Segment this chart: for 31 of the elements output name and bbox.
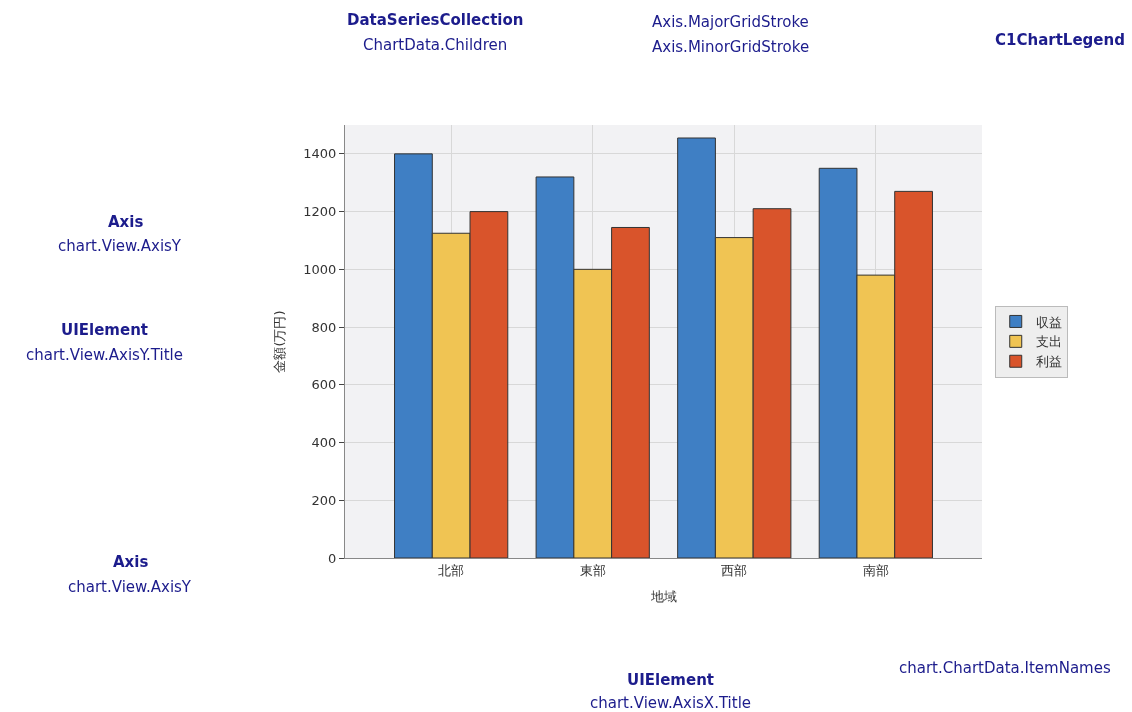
text: UIElement xyxy=(61,321,148,339)
y-tick-label: 400 xyxy=(311,435,337,451)
legend-label: 支出 xyxy=(1035,334,1062,350)
text: Axis.MinorGridStroke xyxy=(652,38,810,56)
text: DataSeriesCollection xyxy=(347,11,524,29)
y-tick-label: 1000 xyxy=(303,261,337,277)
text: ChartData.Children xyxy=(363,36,508,54)
text: UIElement xyxy=(627,671,714,689)
text: C1ChartLegend xyxy=(995,31,1125,49)
x-tick-label: 南部 xyxy=(862,562,889,578)
x-tick-label: 北部 xyxy=(438,562,465,578)
x-axis-title: 地域 xyxy=(649,589,677,605)
x-tick-label: 東部 xyxy=(579,562,606,578)
text: chart.View.AxisY xyxy=(68,578,192,596)
y-tick-label: 200 xyxy=(311,492,337,508)
y-tick-label: 1400 xyxy=(303,146,337,162)
legend-label: 収益 xyxy=(1035,314,1062,330)
legend-label: 利益 xyxy=(1035,354,1062,370)
text: Axis.MajorGridStroke xyxy=(652,13,809,31)
y-tick-label: 600 xyxy=(311,377,337,393)
text: Axis xyxy=(113,553,149,571)
x-tick-label: 西部 xyxy=(721,562,748,578)
text: chart.View.AxisY.Title xyxy=(26,346,183,364)
text: Axis xyxy=(108,213,144,231)
y-tick-label: 800 xyxy=(311,319,337,335)
text: chart.View.AxisY xyxy=(58,237,182,255)
text: chart.ChartData.ItemNames xyxy=(899,659,1111,677)
text: chart.View.AxisX.Title xyxy=(590,694,752,712)
y-tick-label: 1200 xyxy=(303,204,337,220)
y-axis-title: 金額(万円) xyxy=(272,310,288,373)
y-tick-label: 0 xyxy=(328,550,337,566)
